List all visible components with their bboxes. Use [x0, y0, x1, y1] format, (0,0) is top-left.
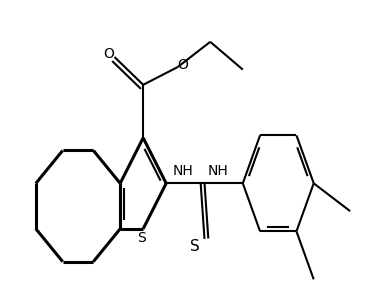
- Text: S: S: [190, 239, 200, 254]
- Text: S: S: [137, 231, 146, 245]
- Text: NH: NH: [173, 164, 194, 178]
- Text: O: O: [177, 58, 188, 72]
- Text: NH: NH: [208, 164, 228, 178]
- Text: O: O: [103, 47, 114, 62]
